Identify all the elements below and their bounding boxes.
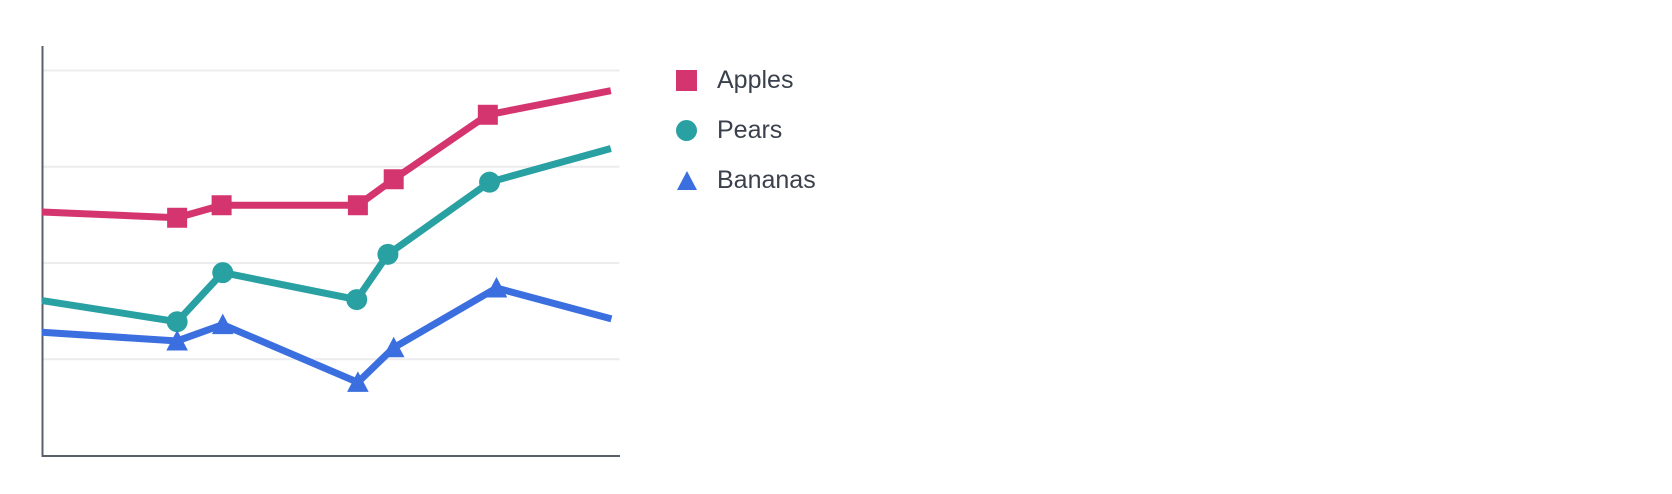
legend-label: Apples: [717, 66, 794, 94]
circle-marker-pears: [212, 262, 234, 284]
triangle-marker-bananas: [211, 313, 234, 335]
square-marker-apples: [167, 207, 188, 228]
series-line-apples: [41, 87, 612, 222]
circle-marker-pears: [346, 289, 368, 311]
legend-row-bananas: Bananas: [676, 166, 816, 194]
legend-row-apples: Apples: [676, 66, 816, 94]
legend-symbol-box: [676, 170, 697, 191]
legend-symbol-box: [676, 70, 697, 91]
triangle-icon: [676, 170, 697, 190]
circle-marker-pears: [166, 311, 188, 333]
triangle-marker-bananas: [485, 277, 508, 298]
series-line-bananas: [41, 284, 613, 387]
triangle-marker-bananas: [347, 371, 369, 392]
legend-label: Pears: [717, 116, 783, 144]
triangle-marker-bananas: [382, 336, 405, 358]
square-icon: [676, 70, 697, 91]
legend-row-pears: Pears: [676, 116, 816, 144]
legend-label: Bananas: [717, 166, 816, 194]
square-marker-apples: [477, 104, 498, 125]
triangle-marker-bananas: [166, 329, 188, 351]
square-marker-apples: [211, 195, 232, 216]
legend: Apples Pears Bananas: [676, 66, 816, 220]
square-marker-apples: [347, 195, 368, 216]
circle-marker-pears: [479, 171, 501, 193]
legend-symbol-box: [676, 120, 697, 141]
circle-marker-pears: [377, 243, 399, 265]
circle-icon: [676, 120, 697, 141]
square-marker-apples: [383, 169, 404, 190]
